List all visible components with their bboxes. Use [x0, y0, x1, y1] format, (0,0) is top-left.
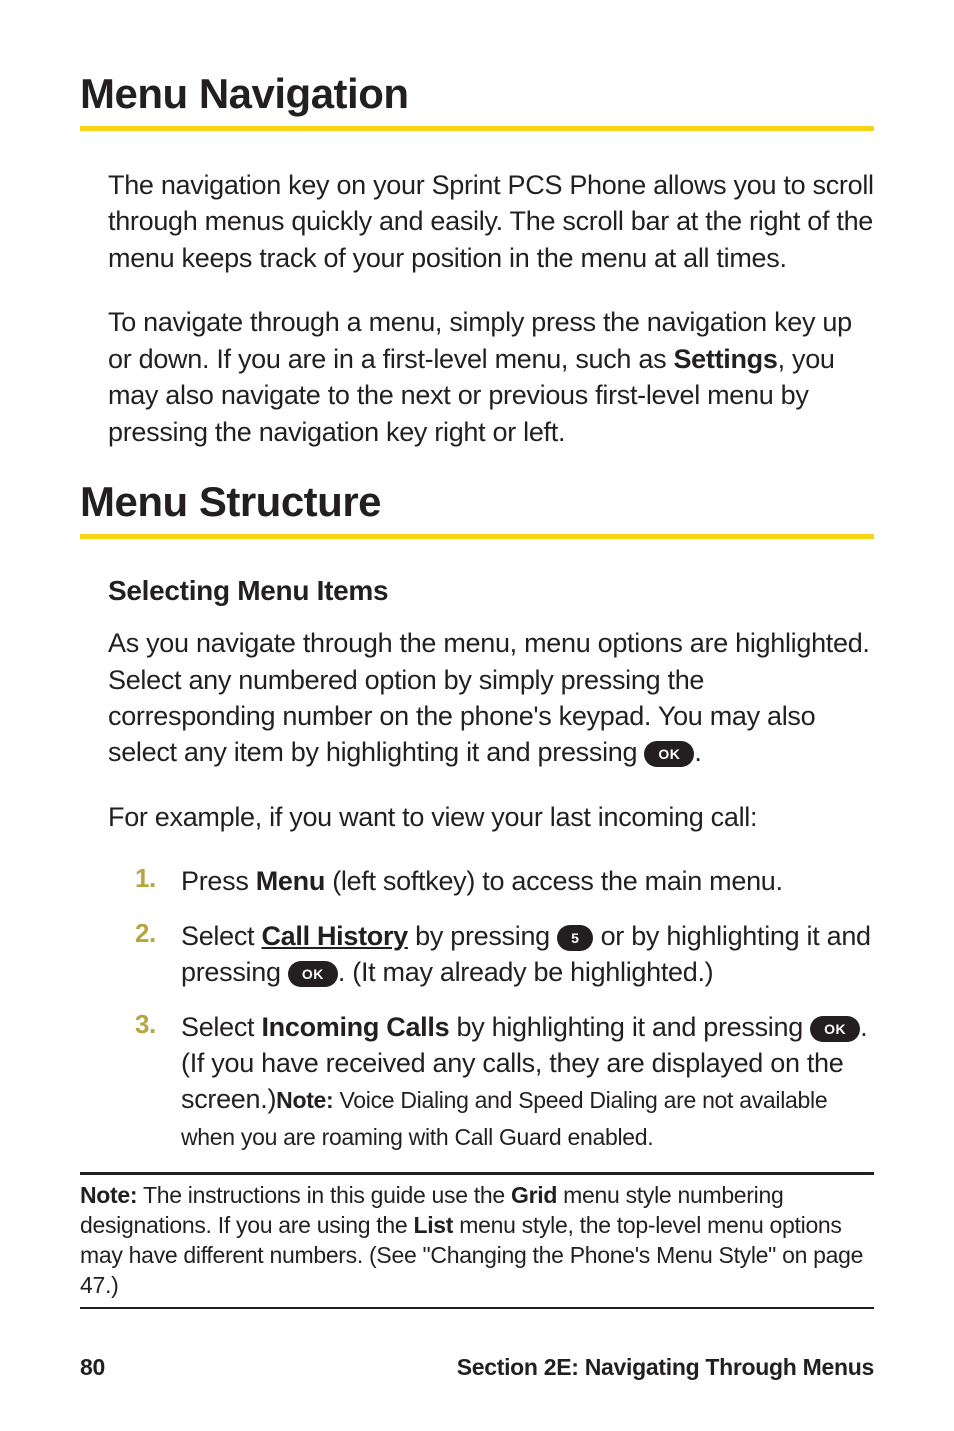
text-bold-menu: Menu [256, 866, 325, 896]
page-number: 80 [80, 1354, 105, 1381]
text-bold-note: Note: [276, 1087, 333, 1113]
list-body: Press Menu (left softkey) to access the … [181, 863, 874, 899]
heading-menu-structure: Menu Structure [80, 478, 874, 526]
list-body: Select Incoming Calls by highlighting it… [181, 1009, 874, 1155]
list-item: 2. Select Call History by pressing 5 or … [135, 918, 874, 991]
list-number: 1. [135, 863, 181, 899]
text-bold-grid: Grid [511, 1182, 557, 1208]
list-number: 3. [135, 1009, 181, 1155]
text: . [694, 737, 701, 767]
accent-rule [80, 534, 874, 539]
text: As you navigate through the menu, menu o… [108, 628, 870, 767]
para-intro-2: To navigate through a menu, simply press… [108, 304, 874, 450]
text: by pressing [408, 921, 557, 951]
subheading-selecting-menu-items: Selecting Menu Items [108, 575, 874, 607]
ok-button-icon: OK [288, 961, 338, 987]
page-footer: 80 Section 2E: Navigating Through Menus [80, 1354, 874, 1381]
text: (left softkey) to access the main menu. [325, 866, 783, 896]
para-selecting: As you navigate through the menu, menu o… [108, 625, 874, 771]
text: Select [181, 921, 261, 951]
note-rule-bottom [80, 1307, 874, 1309]
ordered-list: 1. Press Menu (left softkey) to access t… [135, 863, 874, 1154]
section-label: Section 2E: Navigating Through Menus [457, 1354, 874, 1381]
list-number: 2. [135, 918, 181, 991]
note-label: Note: [80, 1182, 137, 1208]
note-block: Note: The instructions in this guide use… [80, 1175, 874, 1307]
page: Menu Navigation The navigation key on yo… [0, 0, 954, 1431]
list-body: Select Call History by pressing 5 or by … [181, 918, 874, 991]
ok-button-icon: OK [644, 741, 694, 767]
text-bold-incoming-calls: Incoming Calls [261, 1012, 449, 1042]
text: Select [181, 1012, 261, 1042]
accent-rule [80, 126, 874, 131]
heading-menu-navigation: Menu Navigation [80, 70, 874, 118]
list-item: 1. Press Menu (left softkey) to access t… [135, 863, 874, 899]
ok-button-icon: OK [810, 1016, 860, 1042]
key-5-icon: 5 [557, 925, 593, 951]
text-bold-list: List [413, 1212, 453, 1238]
para-example-lead: For example, if you want to view your la… [108, 799, 874, 835]
para-intro-1: The navigation key on your Sprint PCS Ph… [108, 167, 874, 276]
list-item: 3. Select Incoming Calls by highlighting… [135, 1009, 874, 1155]
text: . (It may already be highlighted.) [338, 957, 714, 987]
text: by highlighting it and pressing [449, 1012, 810, 1042]
text-bold-call-history: Call History [261, 921, 407, 951]
text-bold-settings: Settings [673, 344, 777, 374]
text: The instructions in this guide use the [137, 1182, 511, 1208]
text: Press [181, 866, 256, 896]
